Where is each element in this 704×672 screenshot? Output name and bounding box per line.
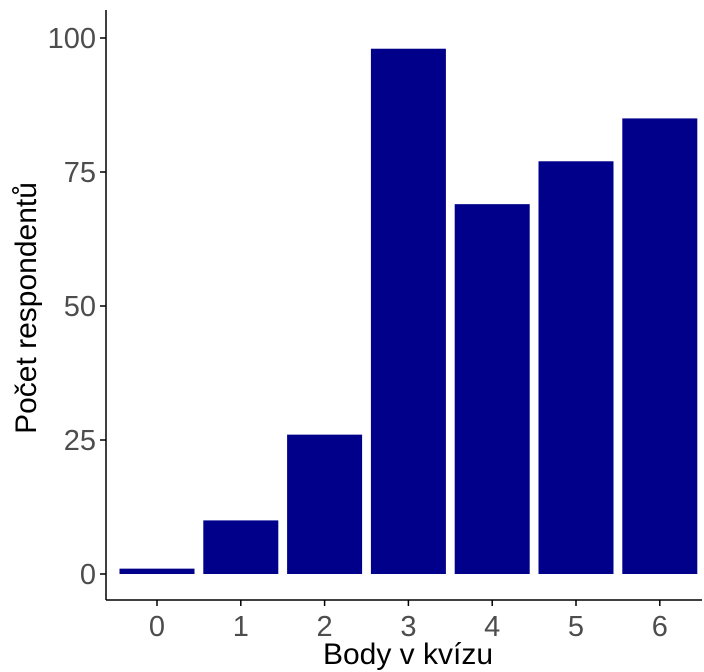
bar-5 — [538, 161, 614, 574]
y-tick-label-25: 25 — [64, 425, 96, 457]
bar-6 — [622, 118, 698, 575]
bars-layer — [119, 48, 698, 575]
y-tick-label-100: 100 — [48, 23, 96, 55]
y-tick-label-75: 75 — [64, 157, 96, 189]
x-tick-label-6: 6 — [652, 611, 668, 643]
x-tick-label-5: 5 — [568, 611, 584, 643]
x-tick-label-2: 2 — [317, 611, 333, 643]
bar-2 — [287, 434, 363, 574]
x-tick-label-1: 1 — [233, 611, 249, 643]
x-tick-label-4: 4 — [484, 611, 500, 643]
x-tick-label-0: 0 — [149, 611, 165, 643]
bar-3 — [370, 48, 446, 575]
y-tick-label-0: 0 — [80, 559, 96, 591]
bar-0 — [119, 568, 195, 574]
bar-1 — [203, 520, 279, 574]
x-axis-title: Body v kvízu — [323, 638, 493, 671]
y-axis-title: Počet respondentů — [10, 182, 43, 434]
bar-4 — [454, 204, 530, 574]
x-tick-label-3: 3 — [400, 611, 416, 643]
y-tick-label-50: 50 — [64, 291, 96, 323]
x-ticks: 0 1 2 3 4 5 6 — [149, 600, 668, 643]
axes-layer — [105, 10, 702, 601]
y-ticks: 0 25 50 75 100 — [48, 23, 106, 591]
